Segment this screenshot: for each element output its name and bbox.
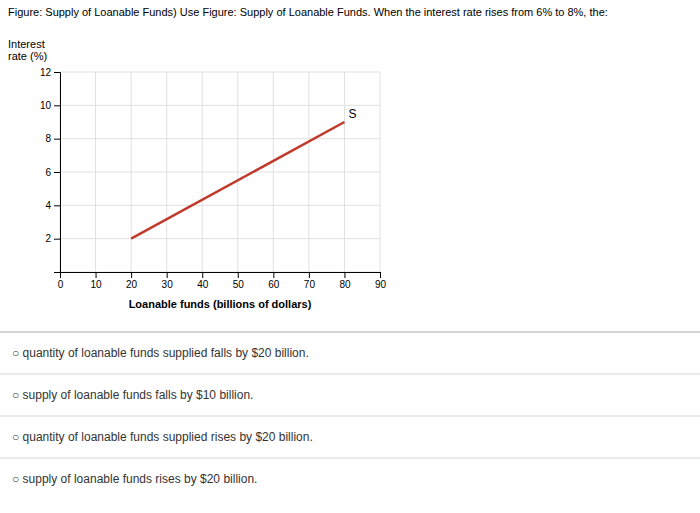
tick-label: 40	[197, 279, 209, 290]
tick: 8	[45, 133, 60, 144]
tick-mark	[273, 272, 274, 278]
tick	[54, 272, 60, 273]
chart: Figure: Supply of Loanable Funds) Use Fi…	[0, 0, 700, 513]
answer-option: ○ quantity of loanable funds supplied ri…	[12, 430, 313, 444]
line	[131, 122, 344, 239]
tick-label: 12	[40, 67, 52, 78]
separator	[0, 416, 700, 417]
tick-label: 10	[40, 100, 52, 111]
separator	[0, 332, 700, 333]
y-axis: 2 4 6 8 10 12	[40, 67, 61, 273]
tick-label: 0	[58, 279, 64, 290]
grid-line	[60, 172, 380, 173]
tick-label: 20	[126, 279, 138, 290]
tick-mark	[238, 272, 239, 278]
tick: 10	[90, 272, 102, 290]
separator	[0, 374, 700, 375]
tick-mark	[54, 205, 60, 206]
tick-mark	[167, 272, 168, 278]
x-axis-label: Loanable funds (billions of dollars)	[129, 298, 312, 310]
tick-label: 80	[339, 279, 351, 290]
answer-option: ○ quantity of loanable funds supplied fa…	[12, 346, 309, 360]
tick-mark	[54, 139, 60, 140]
separator	[0, 458, 700, 459]
y-axis-label: Interest	[8, 38, 45, 50]
axis-line	[54, 73, 61, 273]
grid-line	[60, 72, 380, 73]
tick: 4	[45, 200, 60, 211]
tick-label: 4	[45, 200, 51, 211]
tick: 30	[162, 272, 174, 290]
tick: 80	[339, 272, 351, 290]
tick-mark	[309, 272, 310, 278]
tick-label: 90	[375, 279, 387, 290]
tick: 12	[40, 67, 60, 78]
tick-label: 50	[233, 279, 245, 290]
tick: 70	[304, 272, 316, 290]
tick-mark	[380, 272, 381, 278]
axis-line	[61, 273, 381, 279]
tick: 60	[268, 272, 280, 290]
tick: 0	[58, 272, 64, 290]
tick: 50	[233, 272, 245, 290]
tick-mark	[131, 272, 132, 278]
grid-line	[60, 138, 380, 139]
grid	[60, 72, 380, 272]
tick: 20	[126, 272, 138, 290]
tick: 40	[197, 272, 209, 290]
tick: 6	[45, 167, 60, 178]
tick-mark	[54, 272, 60, 273]
y-axis-label: rate (%)	[8, 50, 47, 62]
tick-mark	[202, 272, 203, 278]
grid-line	[60, 105, 380, 106]
tick: 10	[40, 100, 60, 111]
tick-label: 60	[268, 279, 280, 290]
plot: 0 10 20 30 40 50 60 70 80 90 2 4 6 8 10 12 S	[40, 67, 387, 290]
tick-mark	[54, 239, 60, 240]
tick-label: 70	[304, 279, 316, 290]
tick-label: 6	[45, 167, 51, 178]
grid-line	[60, 205, 380, 206]
answer-option: ○ supply of loanable funds rises by $20 …	[12, 472, 257, 486]
marks	[131, 122, 344, 239]
tick-mark	[96, 272, 97, 278]
tick-mark	[54, 172, 60, 173]
tick-label: 2	[45, 233, 51, 244]
answer-option: ○ supply of loanable funds falls by $10 …	[12, 388, 253, 402]
tick-label: 8	[45, 133, 51, 144]
tick-label: 10	[90, 279, 102, 290]
series-label: S	[348, 107, 356, 121]
tick-label: 30	[162, 279, 174, 290]
tick-mark	[54, 72, 60, 73]
title: Figure: Supply of Loanable Funds) Use Fi…	[8, 6, 608, 18]
tick: 90	[375, 272, 387, 290]
grid-line	[60, 238, 380, 239]
x-axis: 0 10 20 30 40 50 60 70 80 90	[58, 272, 387, 290]
tick-mark	[54, 105, 60, 106]
tick-mark	[344, 272, 345, 278]
tick: 2	[45, 233, 60, 244]
